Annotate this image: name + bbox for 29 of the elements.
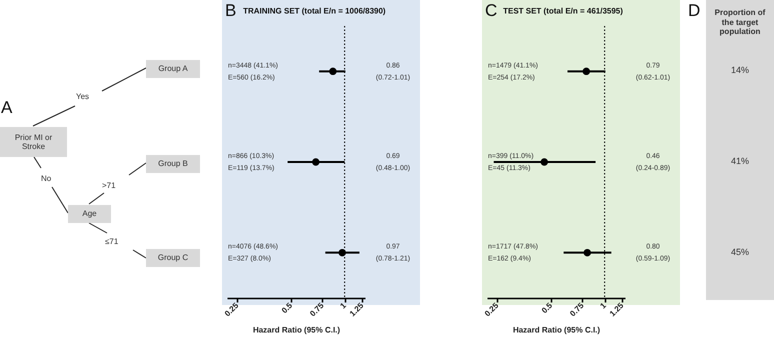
x-tick-label: 1 xyxy=(338,300,348,310)
x-tick-label: 0.5 xyxy=(540,300,554,316)
text: ≤71 xyxy=(105,237,118,246)
x-tick-label: 1 xyxy=(598,300,608,310)
text: Group C xyxy=(146,249,200,267)
text: A xyxy=(1,98,12,118)
x-tick-label: 0.75 xyxy=(568,300,586,318)
text: Proportion of the target population xyxy=(714,8,766,37)
chart-title: TEST SET (total E/n = 461/3595) xyxy=(503,6,624,16)
x-tick-label: 0.5 xyxy=(280,300,294,316)
x-tick-label: 0.25 xyxy=(222,300,241,318)
text: B xyxy=(225,1,236,21)
text: >71 xyxy=(102,181,116,190)
data-label: 45% xyxy=(730,246,750,257)
text: Group A xyxy=(146,60,200,78)
x-axis-title: Hazard Ratio (95% C.I.) xyxy=(512,325,600,334)
data-label: 14% xyxy=(730,65,750,76)
x-tick-label: 0.25 xyxy=(482,300,501,318)
text: Age xyxy=(68,205,111,223)
text: D xyxy=(688,1,700,21)
chart-title: TRAINING SET (total E/n = 1006/8390) xyxy=(243,6,386,16)
text: No xyxy=(41,174,52,183)
x-axis-title: Hazard Ratio (95% C.I.) xyxy=(252,325,340,334)
text: Prior MI or Stroke xyxy=(0,127,67,157)
text: Group B xyxy=(146,155,200,173)
data-label: 41% xyxy=(730,156,750,166)
x-tick-label: 0.75 xyxy=(308,300,326,318)
text: Yes xyxy=(76,92,90,101)
text: C xyxy=(485,1,498,21)
